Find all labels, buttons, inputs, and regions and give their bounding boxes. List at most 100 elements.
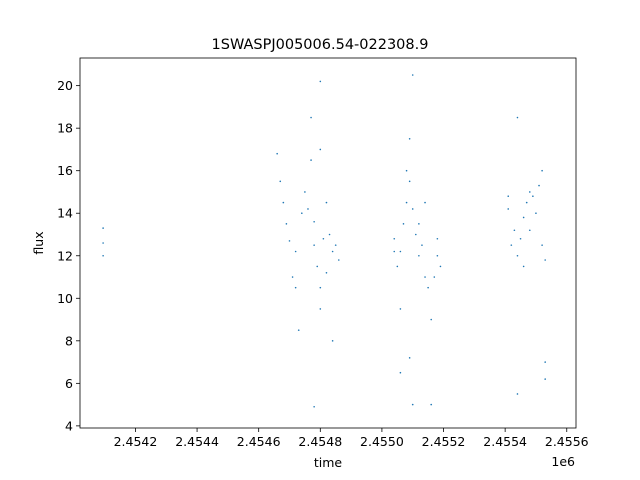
data-point [424,201,426,204]
data-point [334,244,337,246]
x-axis-label: time [314,455,343,470]
data-point [411,208,414,210]
data-point [310,159,312,161]
data-point [301,212,303,215]
data-point [325,271,328,274]
data-point [544,259,546,261]
data-point [319,308,322,310]
data-point [319,148,322,151]
data-point [411,74,414,76]
x-tick-label: 2.4556 [545,434,589,449]
data-point [322,237,325,240]
x-tick-label: 2.4544 [175,434,219,449]
scatter-points [102,74,546,408]
y-axis: 4 6 8 10 12 14 16 18 20 [57,78,80,433]
data-point [439,265,442,268]
data-point [430,318,433,321]
y-tick-label: 6 [65,376,73,391]
data-point [297,329,300,331]
data-point [507,208,510,210]
x-axis: 2.4542 2.4544 2.4546 2.4548 2.4550 2.4552 2.45… [114,428,589,449]
data-point [294,250,297,253]
data-point [418,223,420,225]
x-axis-offset-label: 1e6 [551,454,575,469]
y-tick-label: 8 [65,333,73,348]
plot-frame [79,57,577,429]
data-point [319,286,322,289]
data-point [436,237,439,240]
data-point [528,229,531,232]
y-tick-label: 10 [57,291,73,306]
data-point [522,216,525,219]
data-point [510,244,513,246]
data-point [516,393,519,395]
x-tick-label: 2.4550 [360,434,404,449]
data-point [102,242,104,244]
data-point [522,265,525,268]
data-point [408,180,411,183]
data-point [307,208,309,210]
data-point [396,265,399,268]
data-point [288,240,291,242]
data-point [393,237,396,240]
data-point [436,254,439,257]
data-point [427,286,429,289]
data-point [525,201,528,204]
data-point [405,201,408,204]
y-axis-label: flux [31,231,46,254]
data-point [399,371,402,374]
x-tick-label: 2.4548 [298,434,342,449]
data-point [541,244,543,246]
y-tick-label: 18 [57,121,73,136]
data-point [282,201,285,204]
data-point [516,116,519,119]
data-point [544,361,546,363]
data-point [528,191,531,193]
data-point [430,403,433,406]
y-tick-label: 4 [65,418,73,433]
data-point [393,250,396,253]
data-point [544,378,546,380]
data-point [408,138,411,140]
data-point [102,254,104,257]
data-point [516,254,519,257]
data-point [399,308,402,310]
data-point [399,250,402,253]
data-point [294,286,297,289]
data-point [328,233,331,236]
data-point [304,191,306,193]
data-point [325,201,328,204]
data-point [102,227,104,229]
data-point [331,340,334,342]
x-tick-label: 2.4552 [422,434,466,449]
x-tick-label: 2.4554 [483,434,527,449]
data-point [418,254,420,257]
data-point [433,276,436,278]
data-point [313,220,315,223]
y-tick-label: 14 [57,206,73,221]
data-point [415,233,417,236]
data-point [313,244,315,246]
data-point [279,180,282,183]
data-point [519,237,522,240]
y-tick-label: 16 [57,163,73,178]
data-point [535,212,537,215]
data-point [291,276,294,278]
data-point [541,169,543,172]
data-point [405,169,408,172]
data-point [276,152,278,155]
data-point [538,184,540,187]
chart-title: 1SWASPJ005006.54-022308.9 [212,37,429,53]
data-point [513,229,516,232]
data-point [421,244,423,246]
y-tick-label: 12 [57,248,73,263]
data-point [285,223,288,225]
data-point [319,80,322,83]
data-point [532,195,534,198]
data-point [316,265,319,268]
data-point [424,276,426,278]
data-point [337,259,340,261]
x-tick-label: 2.4542 [114,434,158,449]
data-point [402,223,405,225]
